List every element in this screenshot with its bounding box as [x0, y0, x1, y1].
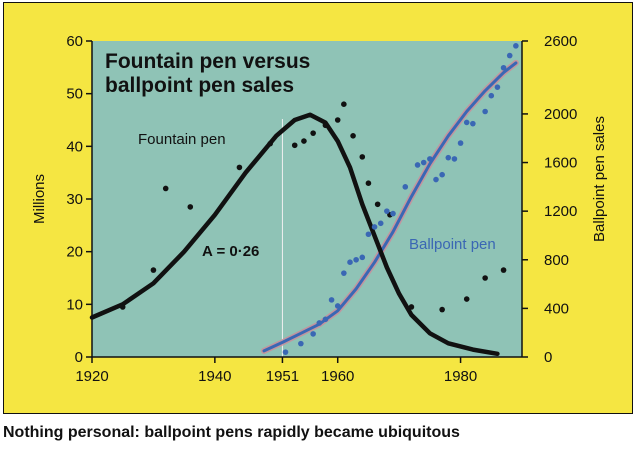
- annotation-label: A = 0·26: [202, 243, 259, 260]
- y-right-tick-label: 400: [544, 300, 569, 317]
- y-left-tick-label: 40: [66, 138, 83, 155]
- y-left-tick-label: 60: [66, 33, 83, 50]
- fountain-data-point: [408, 304, 415, 310]
- ballpoint-data-point: [359, 254, 366, 261]
- fountain-data-point: [150, 267, 157, 273]
- y-right-tick-label: 2600: [544, 33, 577, 50]
- y-left-tick-label: 50: [66, 86, 83, 103]
- fountain-data-point: [365, 180, 372, 186]
- ballpoint-data-point: [402, 184, 409, 190]
- fountain-data-point: [359, 154, 366, 160]
- y-left-tick-label: 0: [75, 349, 83, 366]
- y-left-tick-label: 10: [66, 296, 83, 313]
- ballpoint-data-point: [341, 270, 347, 276]
- ballpoint-data-point: [445, 154, 452, 161]
- ballpoint-data-point: [282, 349, 289, 355]
- ballpoint-data-point: [494, 84, 501, 90]
- fountain-data-point: [236, 164, 243, 171]
- fountain-data-point: [267, 140, 273, 147]
- x-tick-label: 1980: [444, 368, 477, 385]
- y-right-tick-label: 1200: [544, 203, 577, 220]
- ballpoint-data-point: [390, 210, 396, 217]
- ballpoint-data-point: [420, 159, 427, 166]
- y-right-tick-label: 1600: [544, 155, 577, 172]
- fountain-data-point: [482, 275, 488, 281]
- y-left-tick-label: 20: [66, 244, 83, 261]
- y-right-tick-label: 800: [544, 252, 569, 269]
- ballpoint-data-point: [506, 52, 513, 59]
- ballpoint-pen-label: Ballpoint pen: [409, 236, 496, 253]
- x-tick-label: 1920: [75, 368, 108, 385]
- fountain-data-point: [187, 204, 194, 210]
- figure-caption: Nothing personal: ballpoint pens rapidly…: [3, 424, 460, 441]
- plot-area: [92, 41, 522, 357]
- ballpoint-data-point: [384, 208, 390, 214]
- fountain-data-point: [310, 130, 316, 136]
- fountain-data-point: [439, 306, 445, 313]
- y-right-tick-label: 2000: [544, 106, 577, 123]
- y-left-tick-label: 30: [66, 191, 83, 208]
- y-left-axis-title: Millions: [31, 174, 48, 224]
- chart-title-line-2: ballpoint pen sales: [105, 74, 294, 97]
- ballpoint-data-point: [365, 231, 372, 238]
- ballpoint-data-point: [377, 220, 384, 227]
- ballpoint-data-point: [353, 256, 359, 263]
- ballpoint-data-point: [433, 176, 439, 183]
- chart-title-line-1: Fountain pen versus: [105, 50, 310, 73]
- fountain-data-point: [301, 138, 307, 144]
- ballpoint-data-point: [482, 108, 488, 115]
- ballpoint-data-point: [488, 92, 495, 99]
- fountain-data-point: [119, 304, 126, 310]
- ballpoint-data-point: [457, 140, 464, 146]
- chart-svg: 0 10 20 30 40 50 60 0 400 800 1200 1600 2000 2600 19…: [31, 33, 608, 385]
- chart-figure: 0 10 20 30 40 50 60 0 400 800 1200 1600 2000 2600 19…: [3, 2, 633, 414]
- ballpoint-data-point: [500, 64, 507, 71]
- ballpoint-data-point: [451, 156, 458, 162]
- ballpoint-data-point: [328, 297, 335, 303]
- ballpoint-data-point: [439, 171, 445, 178]
- ballpoint-data-point: [463, 119, 470, 126]
- fountain-fit-curve: [89, 112, 500, 357]
- ballpoint-data-point: [322, 316, 329, 323]
- y-right-tick-label: 0: [544, 349, 552, 366]
- ballpoint-data-point: [316, 320, 323, 326]
- fountain-data-point: [500, 267, 507, 273]
- ballpoint-data-point: [470, 120, 476, 127]
- fountain-pen-label: Fountain pen: [138, 131, 226, 148]
- x-tick-label: 1960: [321, 368, 354, 385]
- fountain-data-point: [322, 122, 329, 129]
- fountain-data-point: [341, 101, 347, 107]
- ballpoint-data-point: [298, 340, 304, 347]
- ballpoint-data-point: [513, 43, 519, 49]
- x-tick-label: 1940: [198, 368, 231, 385]
- x-tick-label: 1951: [266, 368, 299, 385]
- ballpoint-data-point: [334, 303, 341, 309]
- ballpoint-fit-curve: [262, 61, 518, 353]
- fountain-data-point: [334, 117, 341, 123]
- ballpoint-data-point: [427, 156, 433, 162]
- fountain-data-point: [291, 142, 298, 149]
- fountain-data-point: [374, 201, 381, 208]
- ballpoint-data-point: [347, 259, 353, 266]
- ballpoint-data-point: [371, 224, 378, 230]
- fountain-data-point: [162, 185, 169, 192]
- ballpoint-data-point: [310, 331, 316, 337]
- y-right-axis-title: Ballpoint pen sales: [591, 116, 608, 242]
- ballpoint-data-point: [414, 162, 421, 168]
- fountain-data-point: [350, 133, 356, 139]
- fountain-data-point: [463, 296, 470, 302]
